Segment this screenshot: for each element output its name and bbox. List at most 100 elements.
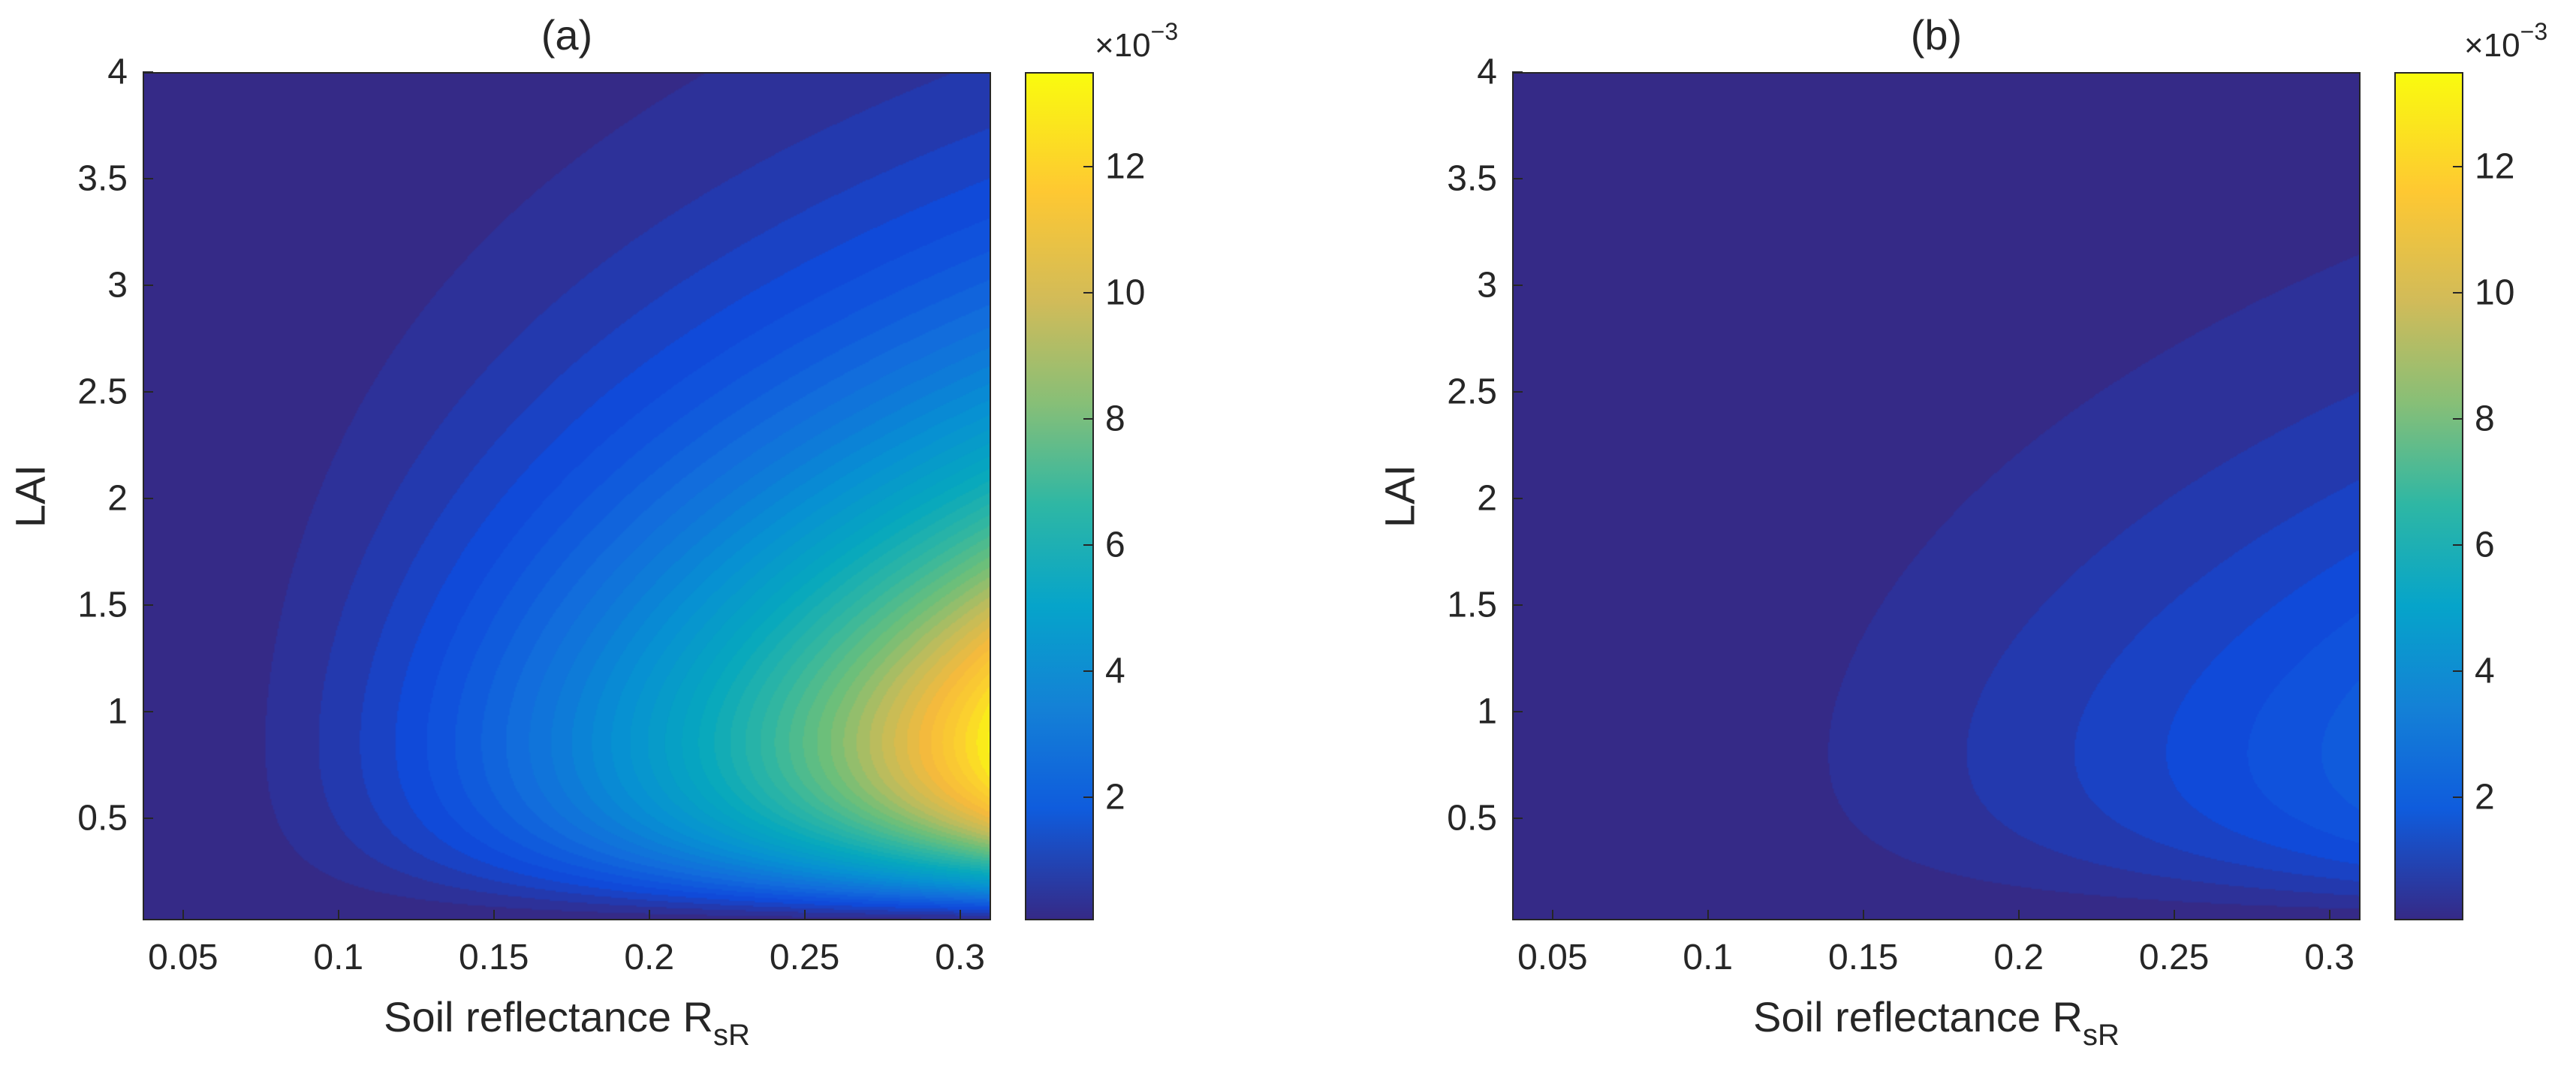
x-tick-mark: [337, 910, 339, 920]
y-tick-label: 0.5: [77, 798, 128, 839]
y-tick-mark: [143, 710, 153, 712]
x-axis-label-main: Soil reflectance R: [1753, 993, 2083, 1040]
colorbar-tick-label: 6: [1105, 525, 1125, 565]
y-tick-mark: [143, 390, 153, 393]
colorbar-tick-mark: [2453, 166, 2463, 168]
x-axis-label-main: Soil reflectance R: [384, 993, 713, 1040]
colorbar-tick-label: 2: [2475, 777, 2495, 818]
y-tick-label: 3: [107, 265, 128, 306]
x-tick-mark: [493, 910, 495, 920]
chart-panel-b: (b) ×10−3 LAI Soil reflectance RsR 0.05 0…: [1369, 0, 2576, 1078]
colorbar-tick-mark: [2453, 544, 2463, 547]
y-tick-mark: [143, 177, 153, 179]
plot-area: [143, 72, 991, 920]
y-tick-label: 1.5: [1447, 585, 1497, 625]
colorbar-exponent: ×10−3: [1095, 18, 1178, 65]
x-axis-label-sub: sR: [713, 1019, 750, 1052]
x-tick-mark: [1707, 910, 1709, 920]
x-axis-label-sub: sR: [2082, 1019, 2120, 1052]
colorbar-tick-mark: [2453, 292, 2463, 294]
chart-title: (a): [541, 11, 593, 59]
y-tick-mark: [1512, 710, 1523, 712]
colorbar-tick-label: 10: [1105, 273, 1146, 313]
y-tick-label: 4: [1477, 52, 1497, 92]
colorbar-tick-label: 6: [2475, 525, 2495, 565]
x-tick-label: 0.15: [1828, 938, 1899, 977]
x-tick-mark: [2017, 910, 2020, 920]
colorbar-tick-label: 8: [1105, 399, 1125, 439]
y-tick-label: 4: [107, 52, 128, 92]
colorbar-exponent-value: −3: [2520, 18, 2548, 45]
y-tick-mark: [1512, 497, 1523, 499]
colorbar-tick-label: 12: [2475, 146, 2515, 187]
x-tick-label: 0.1: [1683, 938, 1734, 977]
x-tick-label: 0.3: [2304, 938, 2355, 977]
y-tick-mark: [1512, 604, 1523, 606]
x-tick-label: 0.05: [1517, 938, 1588, 977]
y-tick-label: 3.5: [77, 158, 128, 199]
y-tick-label: 2.5: [1447, 372, 1497, 412]
x-tick-label: 0.2: [1993, 938, 2044, 977]
colorbar-tick-label: 12: [1105, 146, 1146, 187]
heatmap: [144, 74, 990, 919]
x-tick-mark: [959, 910, 961, 920]
y-tick-mark: [1512, 177, 1523, 179]
colorbar-multiplier: ×10: [1095, 27, 1151, 64]
x-tick-mark: [1551, 910, 1553, 920]
x-tick-label: 0.1: [313, 938, 364, 977]
x-tick-label: 0.25: [769, 938, 840, 977]
y-tick-mark: [143, 604, 153, 606]
x-tick-mark: [648, 910, 650, 920]
colorbar: [1025, 72, 1094, 920]
colorbar-tick-label: 8: [2475, 399, 2495, 439]
colorbar-tick-mark: [2453, 796, 2463, 799]
x-tick-label: 0.15: [459, 938, 529, 977]
heatmap: [1514, 74, 2359, 919]
colorbar-exponent: ×10−3: [2464, 18, 2547, 65]
colorbar-tick-mark: [1083, 796, 1094, 799]
x-tick-label: 0.25: [2138, 938, 2210, 977]
x-tick-mark: [803, 910, 806, 920]
x-tick-label: 0.3: [935, 938, 985, 977]
x-tick-mark: [182, 910, 184, 920]
x-tick-mark: [2173, 910, 2175, 920]
y-tick-mark: [143, 817, 153, 819]
y-tick-mark: [143, 497, 153, 499]
colorbar-tick-mark: [1083, 166, 1094, 168]
y-tick-label: 1.5: [77, 585, 128, 625]
y-tick-label: 2.5: [77, 372, 128, 412]
y-tick-mark: [143, 284, 153, 286]
colorbar: [2394, 72, 2463, 920]
colorbar-tick-label: 4: [2475, 651, 2495, 691]
y-tick-label: 2: [1477, 478, 1497, 519]
colorbar-tick-mark: [1083, 292, 1094, 294]
colorbar-tick-label: 4: [1105, 651, 1125, 691]
y-tick-label: 1: [107, 691, 128, 732]
y-axis-label: LAI: [6, 464, 54, 528]
x-axis-label: Soil reflectance RsR: [1753, 992, 2120, 1052]
colorbar-tick-mark: [2453, 418, 2463, 420]
y-tick-label: 3.5: [1447, 158, 1497, 199]
chart-title: (b): [1910, 11, 1963, 59]
y-tick-mark: [1512, 71, 1523, 73]
y-tick-mark: [1512, 284, 1523, 286]
y-tick-mark: [1512, 390, 1523, 393]
colorbar-tick-mark: [1083, 670, 1094, 673]
y-tick-mark: [1512, 817, 1523, 819]
y-tick-label: 1: [1477, 691, 1497, 732]
colorbar-tick-mark: [2453, 670, 2463, 673]
colorbar-tick-mark: [1083, 544, 1094, 547]
chart-panel-a: (a) ×10−3 LAI Soil reflectance RsR 0.05 0…: [6, 11, 1179, 1052]
x-tick-label: 0.2: [624, 938, 675, 977]
y-axis-label: LAI: [1375, 464, 1424, 528]
colorbar-multiplier: ×10: [2464, 27, 2520, 64]
colorbar-tick-label: 2: [1105, 777, 1125, 818]
colorbar-tick-mark: [1083, 418, 1094, 420]
plot-area: [1512, 72, 2361, 920]
x-tick-mark: [2328, 910, 2330, 920]
colorbar-tick-label: 10: [2475, 273, 2515, 313]
y-tick-label: 2: [107, 478, 128, 519]
x-tick-label: 0.05: [148, 938, 218, 977]
colorbar-exponent-value: −3: [1150, 18, 1179, 45]
x-axis-label: Soil reflectance RsR: [384, 992, 750, 1052]
